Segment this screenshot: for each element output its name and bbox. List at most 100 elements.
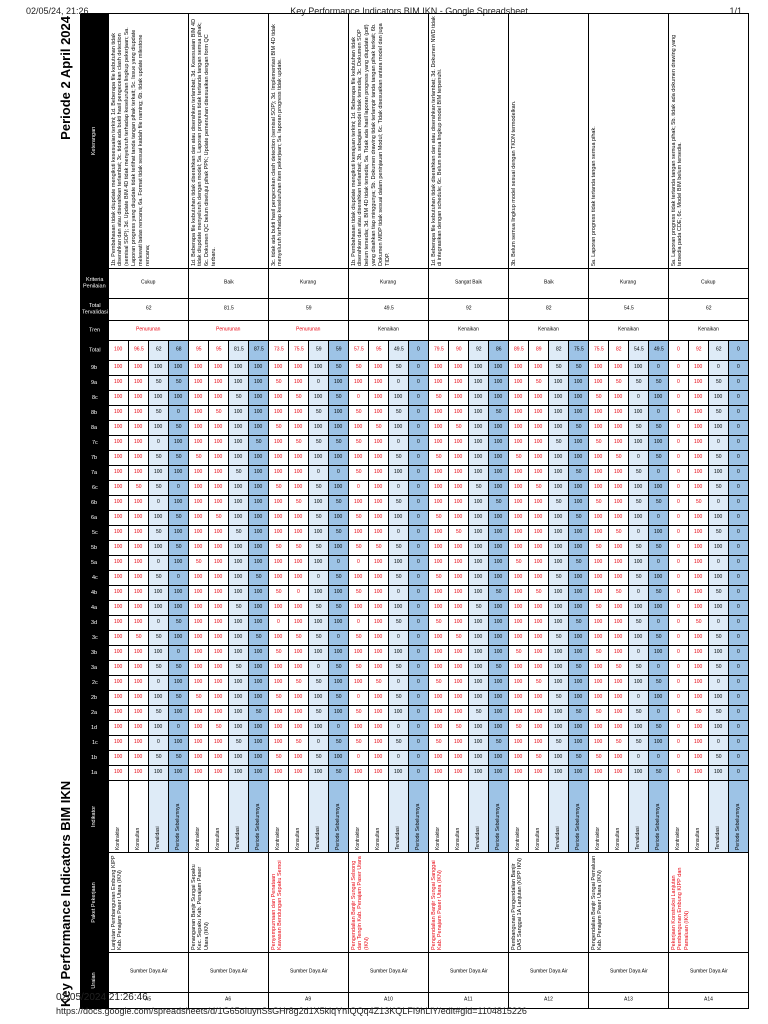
kpi-value: 100	[709, 540, 729, 555]
col-header-criteria-6b: 6b	[81, 495, 109, 510]
kpi-value: 0	[669, 705, 689, 720]
kpi-value: 100	[549, 450, 569, 465]
subrow-periode-sebelumnya: Periode Sebelumnya 50 100 50 0 100 50 100 50 100 0…	[329, 340, 349, 852]
kpi-value: 100	[569, 630, 589, 645]
kpi-value: 0	[409, 765, 429, 780]
kpi-value: 100	[449, 465, 469, 480]
kpi-value: 100	[269, 510, 289, 525]
kpi-value: 100	[629, 405, 649, 420]
kpi-value: 50	[489, 585, 509, 600]
kpi-value: 100	[449, 540, 469, 555]
kpi-value: 0	[729, 360, 749, 375]
subrow-konsultan: Konsultan 100 50 100 100 100 100 50 100 100 100 100…	[529, 340, 549, 852]
subrow-label: Kontraktor	[109, 780, 129, 852]
subrow-tervalidasi: Tervalidasi 100 0 50 0 100 50 0 50 100 0 50 100 0 50 10…	[389, 340, 409, 852]
kpi-value: 100	[489, 600, 509, 615]
subrow-label: Kontraktor	[589, 780, 609, 852]
kpi-value: 100	[209, 765, 229, 780]
kpi-value: 0	[409, 465, 429, 480]
kpi-value: 50	[609, 585, 629, 600]
kpi-value: 100	[189, 600, 209, 615]
kpi-value: 50	[149, 705, 169, 720]
kpi-value: 50	[449, 720, 469, 735]
kpi-value: 50	[169, 450, 189, 465]
kpi-value: 100	[289, 465, 309, 480]
kpi-value: 100	[429, 435, 449, 450]
kpi-value: 0	[729, 600, 749, 615]
kpi-value: 100	[289, 705, 309, 720]
kpi-value: 50	[309, 630, 329, 645]
kpi-value: 100	[489, 570, 509, 585]
kpi-value: 100	[489, 690, 509, 705]
kpi-value: 50	[309, 705, 329, 720]
kpi-value: 0	[729, 690, 749, 705]
col-header-criteria-5c: 5c	[81, 525, 109, 540]
kpi-value: 0	[169, 645, 189, 660]
kpi-value: 0	[409, 690, 429, 705]
kpi-value: 0	[389, 630, 409, 645]
subrow-label: Kontraktor	[349, 780, 369, 852]
kpi-value: 100	[389, 555, 409, 570]
kpi-value: 0	[409, 570, 429, 585]
col-header-criteria-7c: 7c	[81, 435, 109, 450]
kpi-value: 50	[309, 405, 329, 420]
kpi-value: 50	[349, 735, 369, 750]
kpi-value: 100	[589, 720, 609, 735]
kpi-value: 100	[429, 495, 449, 510]
kpi-value: 100	[709, 600, 729, 615]
kpi-value: 50	[149, 630, 169, 645]
kpi-value: 100	[369, 660, 389, 675]
kpi-value: 50	[649, 450, 669, 465]
col-header-criteria-9a: 9a	[81, 375, 109, 390]
kpi-value: 100	[289, 375, 309, 390]
kpi-value: 100	[189, 765, 209, 780]
subrow-label: Tervalidasi	[469, 780, 489, 852]
group-total-tervalidasi: 81.5	[189, 298, 269, 320]
kpi-value: 0	[389, 750, 409, 765]
kpi-value: 100	[209, 630, 229, 645]
kpi-value: 50	[389, 540, 409, 555]
kpi-value: 0	[669, 690, 689, 705]
kpi-value: 100	[249, 450, 269, 465]
subrow-label: Periode Sebelumnya	[249, 780, 269, 852]
kpi-value: 50	[309, 480, 329, 495]
kpi-value: 100	[469, 645, 489, 660]
kpi-value: 0	[629, 390, 649, 405]
kpi-value: 50	[589, 390, 609, 405]
subrows: Kontraktor 100 50 100 100 50 100 100 100 50 100 100…	[589, 340, 669, 852]
kpi-value: 100	[609, 510, 629, 525]
kpi-value: 100	[489, 615, 509, 630]
subrow-label: Konsultan	[609, 780, 629, 852]
group-keterangan: 3b. Belum semua lingkup model sesuai den…	[509, 13, 589, 268]
kpi-value: 100	[629, 630, 649, 645]
kpi-value: 50	[609, 660, 629, 675]
subrow-total: 89	[529, 340, 549, 360]
kpi-value: 100	[529, 465, 549, 480]
kpi-value: 100	[689, 390, 709, 405]
kpi-value: 100	[169, 495, 189, 510]
kpi-value: 50	[629, 420, 649, 435]
kpi-value: 50	[709, 705, 729, 720]
subrow-kontraktor: Kontraktor 100 100 100 100 100 50 100 100 100 100 1…	[189, 340, 209, 852]
kpi-value: 100	[569, 525, 589, 540]
kpi-value: 50	[589, 435, 609, 450]
kpi-value: 50	[389, 570, 409, 585]
kpi-value: 100	[569, 375, 589, 390]
kpi-value: 100	[389, 645, 409, 660]
kpi-value: 0	[729, 765, 749, 780]
kpi-value: 50	[509, 450, 529, 465]
kpi-value: 50	[549, 435, 569, 450]
kpi-value: 100	[609, 690, 629, 705]
kpi-value: 100	[529, 360, 549, 375]
kpi-value: 0	[669, 495, 689, 510]
group-total-tervalidasi: 62	[669, 298, 749, 320]
kpi-value: 0	[149, 735, 169, 750]
kpi-value: 100	[689, 435, 709, 450]
kpi-value: 100	[429, 555, 449, 570]
group-tren: Penurunan	[189, 320, 269, 340]
kpi-value: 100	[129, 660, 149, 675]
kpi-value: 100	[249, 525, 269, 540]
row-paket-pekerjaan: Pengendalian Banjir Sungai Selsong dan T…	[349, 852, 429, 952]
kpi-value: 100	[109, 510, 129, 525]
kpi-value: 100	[469, 420, 489, 435]
